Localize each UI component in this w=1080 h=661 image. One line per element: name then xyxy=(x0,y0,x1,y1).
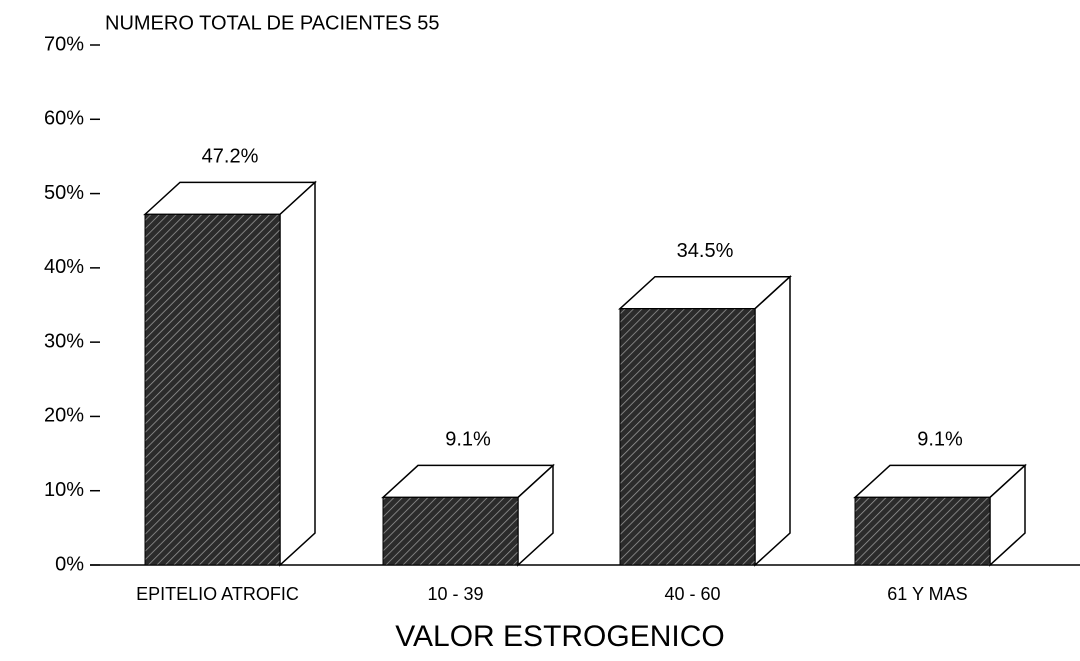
bar xyxy=(619,308,756,566)
bar xyxy=(854,496,991,566)
x-tick-label: 40 - 60 xyxy=(664,584,720,604)
value-label: 34.5% xyxy=(677,240,734,262)
bar xyxy=(382,496,519,566)
y-tick-label: 50% xyxy=(44,182,84,204)
x-tick-label: 10 - 39 xyxy=(427,584,483,604)
y-tick-label: 30% xyxy=(44,330,84,352)
bar xyxy=(144,213,281,566)
bar-side xyxy=(279,180,316,567)
value-label: 9.1% xyxy=(445,429,491,451)
y-tick-label: 20% xyxy=(44,405,84,427)
x-tick-label: 61 Y MAS xyxy=(887,584,967,604)
x-tick-label: EPITELIO ATROFIC xyxy=(136,584,299,604)
y-tick-label: 0% xyxy=(55,553,84,575)
y-tick-label: 40% xyxy=(44,256,84,278)
value-label: 9.1% xyxy=(917,429,963,451)
value-label: 47.2% xyxy=(202,146,259,168)
y-tick-label: 10% xyxy=(44,479,84,501)
chart-title: NUMERO TOTAL DE PACIENTES 55 xyxy=(105,12,440,34)
x-axis-title: VALOR ESTROGENICO xyxy=(395,620,725,653)
y-tick-label: 70% xyxy=(44,33,84,55)
y-tick-label: 60% xyxy=(44,108,84,130)
bar-side xyxy=(754,275,791,567)
